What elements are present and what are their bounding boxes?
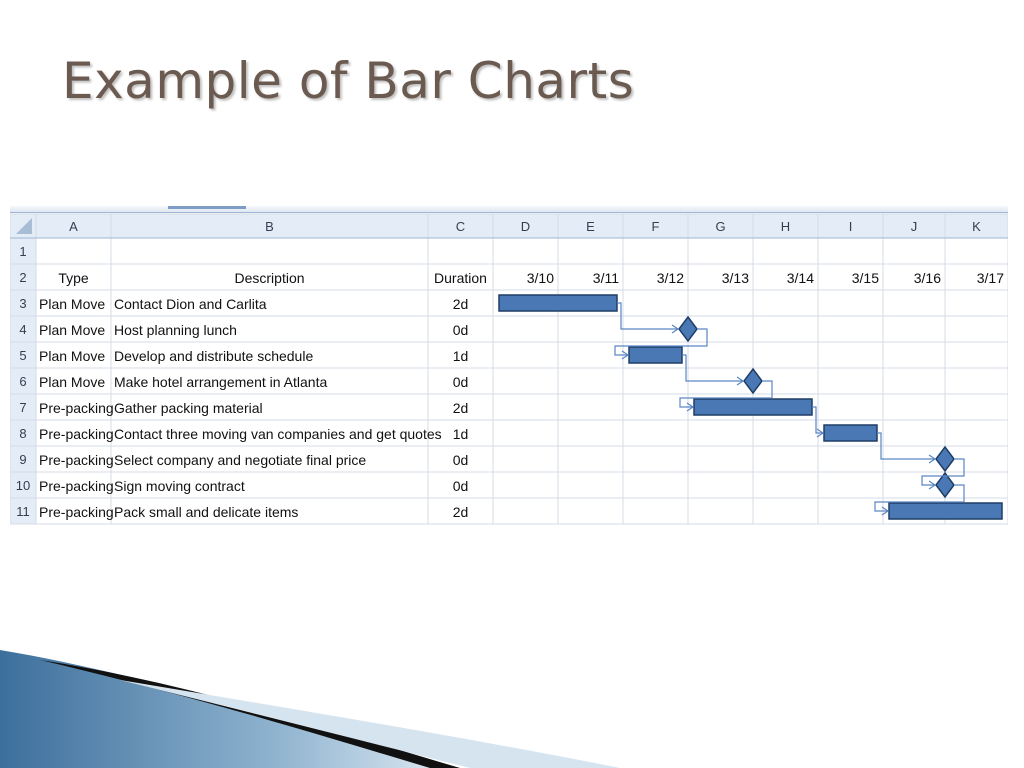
spreadsheet: A B C D E F G H I J K 1 2 3 4 5 6 7 8 9 10 11 Type Description D… <box>10 206 1008 530</box>
ribbon-strip <box>10 206 1008 213</box>
arrow-head <box>881 506 890 516</box>
task-bar <box>628 346 683 364</box>
column-header-i: I <box>849 219 853 234</box>
date-label: 3/16 <box>914 270 941 286</box>
column-header-e: E <box>586 219 595 234</box>
arrow-head <box>736 376 745 386</box>
task-type: Pre-packing <box>39 504 114 520</box>
gantt-chart: A B C D E F G H I J K 1 2 3 4 5 6 7 8 9 10 11 Type Description D… <box>10 213 1008 525</box>
task-duration: 2d <box>453 504 469 520</box>
slide-title: Example of Bar Charts <box>62 52 635 110</box>
arrow-head <box>928 454 937 464</box>
row-number: 1 <box>19 244 26 259</box>
header-type: Type <box>58 270 89 286</box>
task-type: Plan Move <box>39 374 105 390</box>
date-label: 3/15 <box>852 270 879 286</box>
task-bar <box>498 294 618 312</box>
dependency-arrow <box>921 458 965 486</box>
column-header-h: H <box>781 219 790 234</box>
column-header-f: F <box>652 219 660 234</box>
column-header-a: A <box>69 219 78 234</box>
swoosh-black <box>40 660 460 768</box>
column-header-g: G <box>715 219 725 234</box>
task-description: Make hotel arrangement in Atlanta <box>114 374 327 390</box>
task-type: Plan Move <box>39 322 105 338</box>
dependency-arrow <box>682 354 743 382</box>
column-header-k: K <box>972 219 981 234</box>
task-type: Pre-packing <box>39 400 114 416</box>
task-type: Pre-packing <box>39 478 114 494</box>
milestone-diamond <box>743 367 763 395</box>
column-header-row <box>10 214 1008 238</box>
task-description: Develop and distribute schedule <box>114 348 313 364</box>
select-all-corner <box>16 218 32 234</box>
task-bar <box>888 502 1003 520</box>
task-duration: 0d <box>453 478 469 494</box>
task-duration: 2d <box>453 296 469 312</box>
task-description: Contact Dion and Carlita <box>114 296 267 312</box>
date-label: 3/17 <box>977 270 1004 286</box>
arrow-head <box>816 428 825 438</box>
row-number: 2 <box>19 270 26 285</box>
row-number: 8 <box>19 426 26 441</box>
task-description: Gather packing material <box>114 400 263 416</box>
date-label: 3/14 <box>787 270 814 286</box>
decorative-swoosh <box>0 650 620 768</box>
row-number: 11 <box>16 504 30 519</box>
task-bar <box>823 424 878 442</box>
header-description: Description <box>234 270 304 286</box>
milestone-diamond <box>935 471 955 499</box>
date-label: 3/13 <box>722 270 749 286</box>
row-number: 7 <box>19 400 26 415</box>
row-number: 6 <box>19 374 26 389</box>
row-number: 4 <box>19 322 26 337</box>
task-duration: 0d <box>453 452 469 468</box>
task-duration: 2d <box>453 400 469 416</box>
task-description: Contact three moving van companies and g… <box>114 426 442 442</box>
dependency-arrow <box>617 302 678 330</box>
header-duration: Duration <box>434 270 487 286</box>
row-number: 5 <box>19 348 26 363</box>
task-description: Host planning lunch <box>114 322 237 338</box>
swoosh-light <box>120 680 620 768</box>
task-duration: 0d <box>453 322 469 338</box>
column-header-j: J <box>911 219 918 234</box>
column-header-b: B <box>265 219 274 234</box>
task-duration: 1d <box>453 348 469 364</box>
date-label: 3/12 <box>657 270 684 286</box>
row-number: 10 <box>16 478 30 493</box>
task-duration: 0d <box>453 374 469 390</box>
column-header-c: C <box>456 219 465 234</box>
ribbon-tab <box>168 206 246 209</box>
task-description: Sign moving contract <box>114 478 245 494</box>
task-type: Plan Move <box>39 348 105 364</box>
arrow-head <box>686 402 695 412</box>
row-number: 9 <box>19 452 26 467</box>
task-type: Pre-packing <box>39 452 114 468</box>
arrow-head <box>621 350 630 360</box>
date-label: 3/11 <box>593 270 619 286</box>
milestone-diamond <box>678 315 698 343</box>
row-number: 3 <box>19 296 26 311</box>
task-duration: 1d <box>453 426 469 442</box>
task-description: Pack small and delicate items <box>114 504 298 520</box>
arrow-head <box>671 324 680 334</box>
dependency-arrow <box>812 406 823 434</box>
dependency-arrow <box>679 380 773 408</box>
task-bar <box>693 398 813 416</box>
column-header-d: D <box>521 219 530 234</box>
dependency-arrow <box>614 328 708 356</box>
date-label: 3/10 <box>527 270 554 286</box>
task-type: Plan Move <box>39 296 105 312</box>
dependency-arrow <box>874 484 965 512</box>
arrow-head <box>928 480 937 490</box>
milestone-diamond <box>935 445 955 473</box>
dependency-arrow <box>877 432 935 460</box>
task-type: Pre-packing <box>39 426 114 442</box>
task-description: Select company and negotiate final price <box>114 452 366 468</box>
